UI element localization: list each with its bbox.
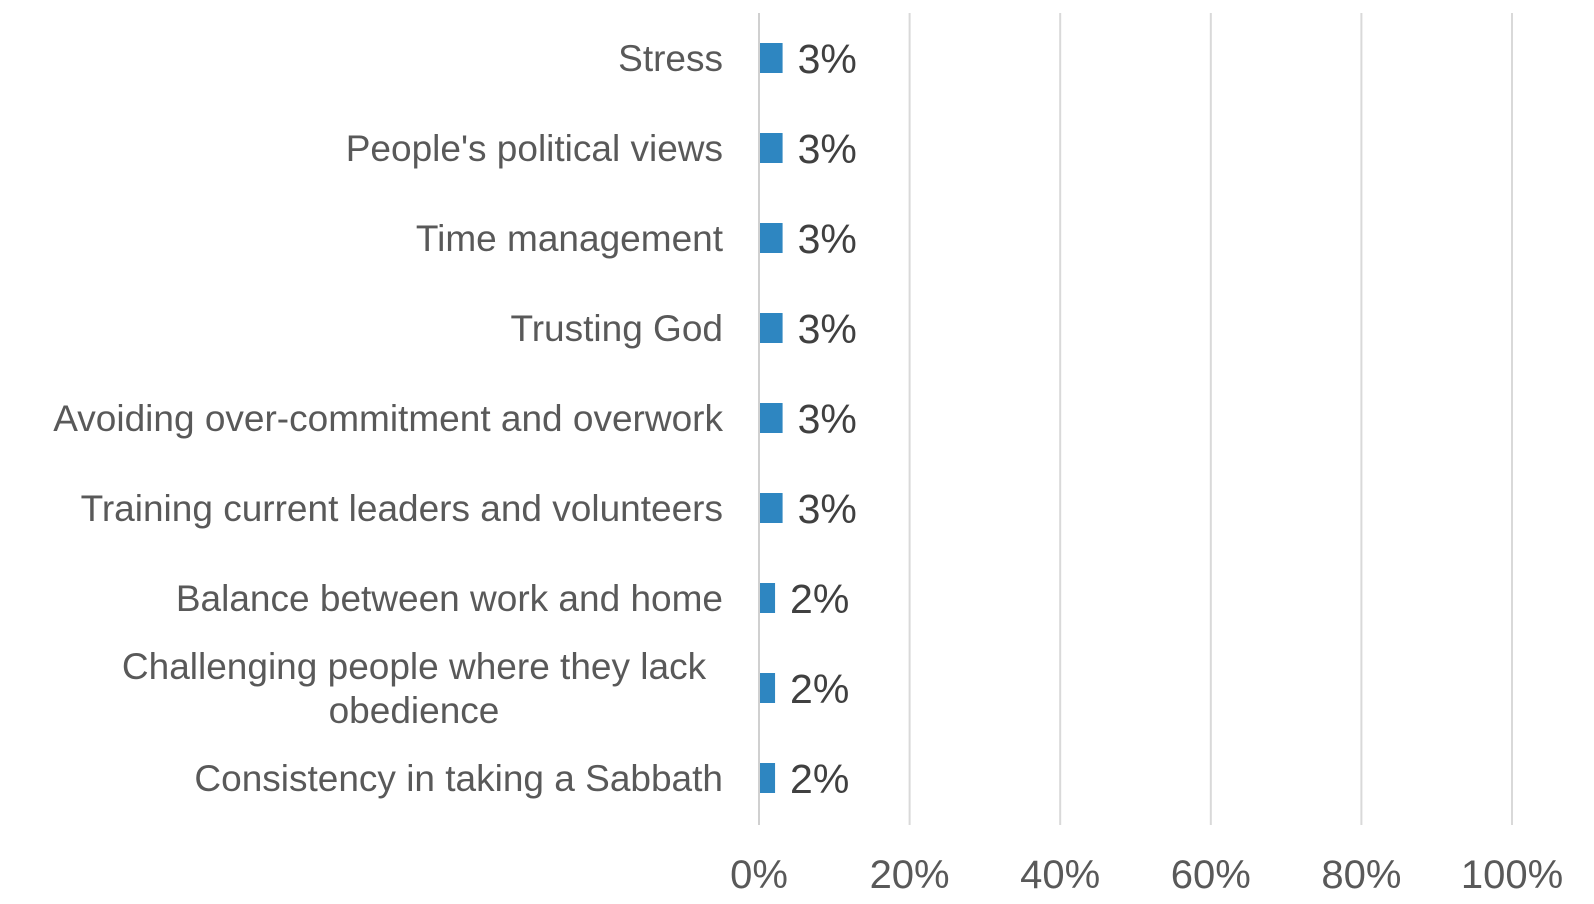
data-label: 2%	[790, 666, 849, 712]
x-tick-label: 80%	[1321, 853, 1401, 897]
x-axis-tick-labels: 0% 20% 40% 60% 80% 100%	[730, 853, 1563, 897]
data-label: 3%	[798, 216, 857, 262]
category-labels: Stress People's political views Time manag…	[53, 38, 723, 799]
category-label: Trusting God	[511, 308, 724, 349]
bar-8	[760, 673, 776, 703]
category-label: Balance between work and home	[176, 578, 723, 619]
x-tick-label: 60%	[1171, 853, 1251, 897]
category-label: Training current leaders and volunteers	[81, 488, 723, 529]
data-labels: 3% 3% 3% 3% 3% 3% 2% 2% 2%	[790, 36, 857, 802]
gridlines	[758, 13, 1513, 825]
x-tick-label: 20%	[870, 853, 950, 897]
category-label: Time management	[416, 218, 724, 259]
x-tick-label: 0%	[730, 853, 788, 897]
category-label-line: obedience	[329, 690, 500, 731]
x-tick-label: 40%	[1020, 853, 1100, 897]
x-tick-label: 100%	[1461, 853, 1563, 897]
data-label: 3%	[798, 306, 857, 352]
bar-4	[760, 313, 783, 343]
bar-9	[760, 763, 776, 793]
category-label-line: Challenging people where they lack	[122, 646, 707, 687]
bars	[760, 43, 783, 793]
category-label: People's political views	[346, 128, 723, 169]
category-label: Stress	[618, 38, 723, 79]
data-label: 3%	[798, 396, 857, 442]
data-label: 3%	[798, 36, 857, 82]
data-label: 2%	[790, 576, 849, 622]
data-label: 3%	[798, 486, 857, 532]
bar-7	[760, 583, 776, 613]
bar-2	[760, 133, 783, 163]
data-label: 2%	[790, 756, 849, 802]
bar-5	[760, 403, 783, 433]
data-label: 3%	[798, 126, 857, 172]
bar-3	[760, 223, 783, 253]
bar-1	[760, 43, 783, 73]
category-label: Consistency in taking a Sabbath	[194, 758, 723, 799]
bar-6	[760, 493, 783, 523]
category-label: Avoiding over-commitment and overwork	[53, 398, 723, 439]
